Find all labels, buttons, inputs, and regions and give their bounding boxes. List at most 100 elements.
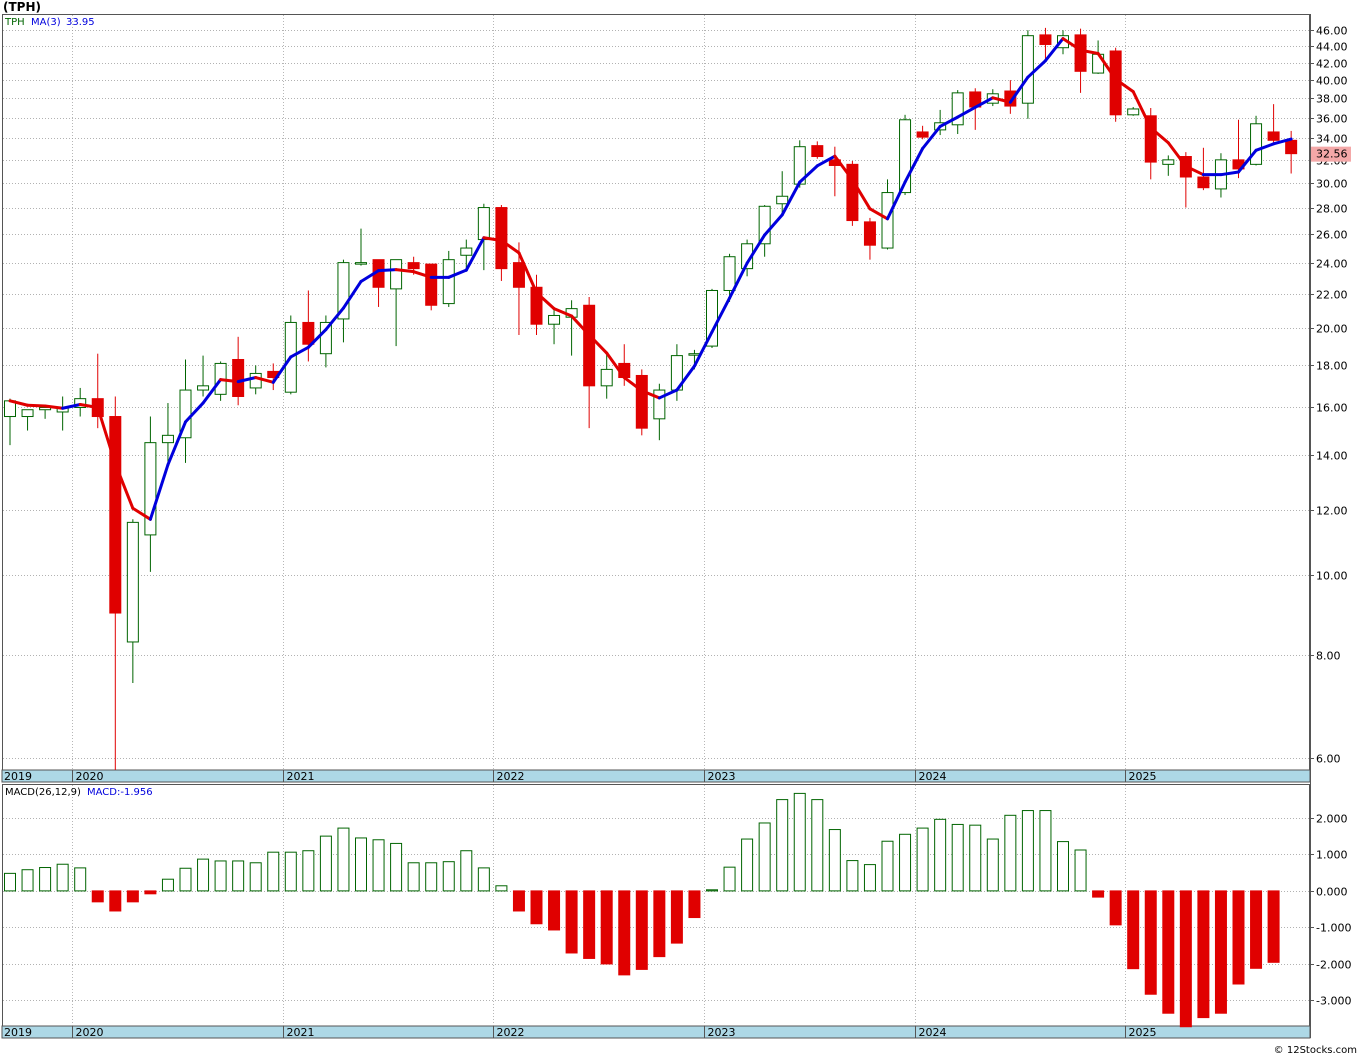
price-tick-label: 38.00	[1316, 93, 1348, 106]
ma-segment	[1008, 75, 1030, 104]
price-tick-label: 30.00	[1316, 178, 1348, 191]
macd-bar	[600, 890, 613, 965]
macd-tick-label: -2.000	[1316, 959, 1351, 972]
macd-bar	[1162, 890, 1175, 1014]
ma-segment	[78, 403, 100, 409]
candle-body	[442, 259, 455, 305]
macd-bar	[793, 792, 806, 892]
macd-bar	[1179, 890, 1192, 1028]
candle-body	[899, 119, 912, 194]
price-legend-label: TPH	[4, 17, 25, 28]
candle-body	[460, 247, 473, 256]
ma-segment	[815, 154, 837, 168]
ma-segment	[1131, 90, 1153, 130]
year-label: 2023	[708, 770, 736, 783]
year-label: 2021	[287, 770, 315, 783]
candle-body	[407, 262, 420, 270]
macd-axis-band	[1, 1025, 1311, 1039]
macd-bar	[267, 851, 280, 892]
candle-body	[1197, 176, 1210, 189]
last-price-tag	[1311, 146, 1351, 162]
price-tick-label: 8.00	[1316, 650, 1341, 663]
candle-body	[21, 409, 34, 418]
ma-segment	[113, 462, 135, 510]
candle-body	[758, 205, 771, 245]
year-label: 2021	[287, 1026, 315, 1039]
ma-segment	[938, 115, 960, 128]
macd-bar	[74, 867, 87, 892]
year-label: 2024	[919, 1026, 947, 1039]
ma-segment	[1149, 126, 1170, 145]
ma-segment	[1043, 37, 1065, 63]
ma-segment	[26, 403, 47, 408]
last-price-value: 32.56	[1316, 148, 1348, 161]
macd-bar	[1250, 890, 1263, 969]
macd-bar	[934, 818, 947, 892]
candle-body	[881, 192, 894, 249]
year-label: 2025	[1129, 1026, 1157, 1039]
macd-bar	[460, 850, 473, 892]
ma-segment	[8, 399, 30, 407]
candle-body	[635, 374, 648, 429]
moving-average-line	[8, 37, 1293, 521]
macd-bar	[688, 890, 701, 919]
year-label: 2023	[708, 1026, 736, 1039]
macd-bar	[1074, 849, 1087, 892]
macd-bar	[249, 862, 262, 892]
price-tick-label: 16.00	[1316, 402, 1348, 415]
ma-segment	[184, 401, 205, 424]
macd-bar	[899, 833, 912, 892]
ma-segment	[798, 164, 819, 184]
macd-bar	[144, 890, 157, 895]
ma-segment	[1061, 37, 1083, 52]
macd-bar	[565, 890, 578, 954]
macd-bar	[1127, 890, 1140, 970]
ma-segment	[1166, 141, 1188, 168]
macd-bar	[126, 890, 139, 903]
macd-bar	[706, 889, 718, 892]
candle-body	[846, 163, 859, 222]
ma-segment	[1079, 48, 1100, 55]
price-tick-label: 40.00	[1316, 75, 1348, 88]
macd-bar	[1232, 890, 1245, 985]
macd-bar	[846, 860, 859, 892]
macd-bar	[741, 838, 754, 892]
macd-bar	[969, 824, 982, 892]
price-tick-label: 36.00	[1316, 113, 1348, 126]
candle-body	[1162, 159, 1175, 165]
macd-bar	[337, 827, 350, 892]
macd-bar	[512, 890, 525, 912]
ma-segment	[692, 330, 714, 368]
macd-bar	[618, 890, 631, 976]
macd-bar	[1039, 810, 1052, 892]
year-label: 2022	[497, 1026, 525, 1039]
ma-segment	[499, 239, 521, 255]
candle-body	[1127, 108, 1140, 116]
price-tick-label: 46.00	[1316, 25, 1348, 38]
macd-bar	[986, 838, 999, 892]
ma-segment	[306, 328, 328, 349]
candle-body	[863, 221, 876, 246]
candle-body	[653, 389, 666, 420]
ma-segment	[886, 180, 907, 221]
ma-segment	[166, 420, 187, 467]
macd-bar	[1021, 810, 1034, 892]
candle-body	[723, 256, 736, 291]
price-tick-label: 14.00	[1316, 450, 1348, 463]
macd-tick-label: 0.000	[1316, 886, 1348, 899]
price-tick-label: 12.00	[1316, 505, 1348, 518]
macd-bar	[372, 839, 385, 892]
macd-bar	[284, 851, 297, 892]
macd-bar	[1267, 890, 1280, 963]
ma-segment	[131, 506, 152, 521]
ma-segment	[745, 233, 767, 265]
ma-segment	[377, 268, 398, 273]
macd-bar	[319, 835, 332, 892]
macd-bar	[828, 829, 841, 892]
candle-body	[1267, 131, 1280, 141]
candle-body	[951, 92, 964, 126]
macd-bar	[548, 890, 561, 931]
ma-segment	[447, 268, 468, 279]
candle-body	[688, 353, 701, 356]
ma-segment	[605, 351, 626, 380]
